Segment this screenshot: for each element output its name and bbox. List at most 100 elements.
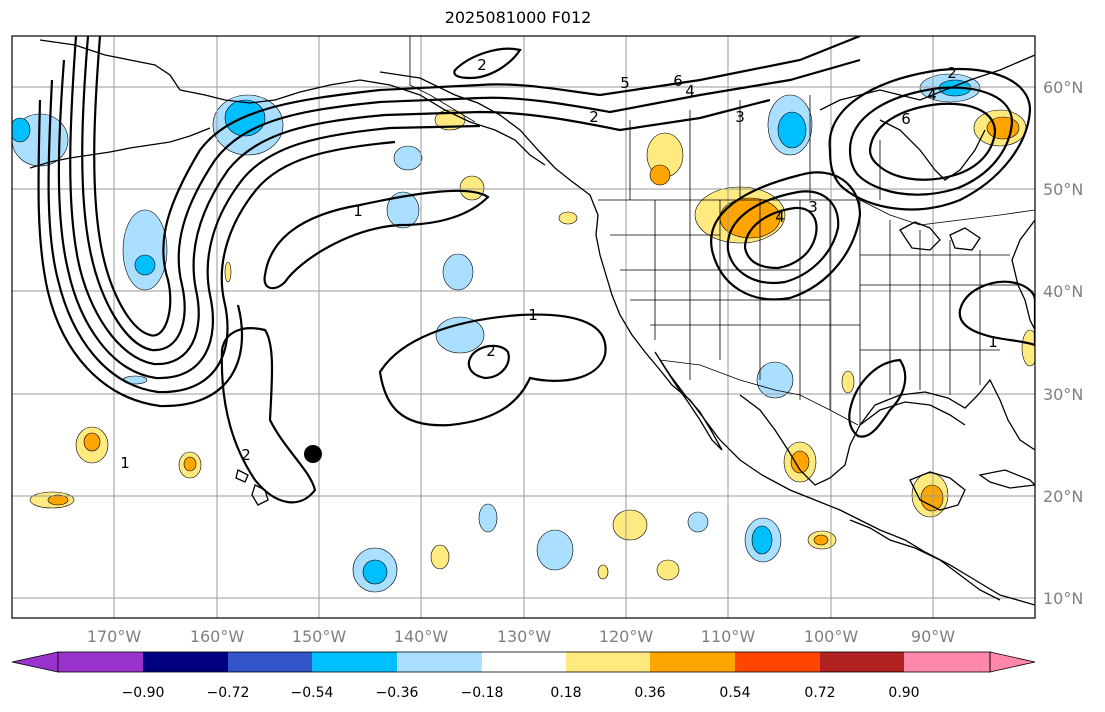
colorbar-segment — [650, 652, 735, 672]
latitude-labels: 60°N 50°N 40°N 30°N 20°N 10°N — [1043, 78, 1083, 608]
lon-label-120w: 120°W — [599, 627, 654, 646]
negative-anomaly-area — [478, 503, 498, 533]
colorbar-tick-label: 0.72 — [804, 685, 835, 701]
strong-positive-anomaly-area — [183, 456, 197, 472]
contour-label: 5 — [620, 74, 630, 92]
negative-anomaly-area — [435, 316, 485, 354]
contour-label: 2 — [589, 108, 599, 126]
contour-label: 4 — [685, 82, 695, 100]
contour-lines — [37, 36, 1035, 504]
strong-negative-anomaly-area — [777, 111, 807, 149]
contour-label: 6 — [673, 72, 683, 90]
colorbar-segment — [312, 652, 397, 672]
negative-anomaly-area — [687, 511, 709, 533]
negative-anomaly-area — [122, 209, 168, 291]
contour-label: 4 — [927, 86, 937, 104]
contour-label: 4 — [775, 208, 785, 226]
map-title: 2025081000 F012 — [444, 8, 592, 27]
negative-anomaly-area — [536, 529, 574, 571]
strong-positive-anomaly-area — [649, 164, 671, 186]
lon-label-150w: 150°W — [292, 627, 347, 646]
colorbar-tick-label: −0.18 — [461, 685, 504, 701]
colorbar-segment — [482, 652, 566, 672]
anomaly-fills — [12, 73, 1035, 593]
lat-label-20: 20°N — [1043, 487, 1083, 506]
colorbar-tick-label: 0.36 — [634, 685, 665, 701]
contour-label: 1 — [120, 454, 130, 472]
contour-label: 2 — [486, 342, 496, 360]
positive-anomaly-area — [597, 564, 609, 580]
colorbar-segment — [735, 652, 820, 672]
strong-negative-anomaly-area — [224, 99, 266, 137]
strong-negative-anomaly-area — [362, 559, 388, 585]
colorbar-tick-label: −0.72 — [207, 685, 250, 701]
gridlines — [12, 36, 1035, 618]
lat-label-30: 30°N — [1043, 385, 1083, 404]
positive-anomaly-area — [224, 261, 232, 283]
lon-label-140w: 140°W — [394, 627, 449, 646]
lon-label-100w: 100°W — [804, 627, 859, 646]
contour-label: 2 — [947, 64, 957, 82]
colorbar-segment — [820, 652, 904, 672]
colorbar-tick-label: −0.90 — [122, 685, 165, 701]
contour-label: 1 — [528, 306, 538, 324]
lat-label-50: 50°N — [1043, 180, 1083, 199]
colorbar-extend-right — [989, 651, 1036, 673]
negative-anomaly-area — [442, 253, 474, 291]
lat-label-10: 10°N — [1043, 589, 1083, 608]
political-borders — [409, 36, 1035, 426]
contour-labels: 1 1 1 2 2 2 2 3 3 4 4 6 5 6 2 4 1 — [120, 56, 998, 472]
positive-anomaly-area — [430, 544, 450, 570]
colorbar-extend-left — [11, 651, 59, 673]
strong-positive-anomaly-area — [790, 450, 810, 474]
colorbar-tick-label: 0.18 — [550, 685, 581, 701]
storm-center-dot — [304, 445, 322, 463]
longitude-labels: 170°W 160°W 150°W 140°W 130°W 120°W 110°… — [87, 627, 955, 646]
colorbar-frame — [57, 651, 991, 673]
contour-label: 3 — [735, 108, 745, 126]
strong-positive-anomaly-area — [83, 432, 101, 452]
lat-label-40: 40°N — [1043, 282, 1083, 301]
contour-label: 1 — [988, 333, 998, 351]
lon-label-90w: 90°W — [911, 627, 955, 646]
colorbar-segment — [143, 652, 228, 672]
lon-label-130w: 130°W — [497, 627, 552, 646]
colorbar-segment — [904, 652, 990, 672]
contour-label: 2 — [241, 446, 251, 464]
positive-anomaly-area — [1021, 329, 1035, 367]
contour-label: 1 — [353, 202, 363, 220]
colorbar-segment — [397, 652, 482, 672]
contour-label: 6 — [901, 110, 911, 128]
lat-label-60: 60°N — [1043, 78, 1083, 97]
map-frame — [11, 35, 1036, 619]
strong-negative-anomaly-area — [751, 525, 773, 555]
strong-negative-anomaly-area — [12, 117, 31, 143]
colorbar-tick-label: 0.90 — [888, 685, 919, 701]
positive-anomaly-area — [558, 211, 578, 225]
contour-label: 3 — [808, 198, 818, 216]
strong-positive-anomaly-area — [47, 494, 69, 506]
positive-anomaly-area — [841, 370, 855, 394]
strong-negative-anomaly-area — [134, 254, 156, 276]
strong-positive-anomaly-area — [920, 484, 944, 512]
colorbar-segment — [228, 652, 312, 672]
negative-anomaly-area — [756, 361, 794, 399]
colorbar-segment — [566, 652, 650, 672]
colorbar — [11, 651, 1036, 673]
colorbar-segment — [58, 652, 143, 672]
colorbar-tick-label: −0.36 — [376, 685, 419, 701]
negative-anomaly-area — [386, 191, 420, 229]
strong-positive-anomaly-area — [813, 534, 829, 546]
colorbar-ticks: −0.90 −0.72 −0.54 −0.36 −0.18 0.18 0.36 … — [122, 685, 920, 701]
lon-label-170w: 170°W — [87, 627, 142, 646]
lon-label-160w: 160°W — [190, 627, 245, 646]
lon-label-110w: 110°W — [701, 627, 756, 646]
colorbar-tick-label: −0.54 — [291, 685, 334, 701]
coastlines — [29, 39, 1035, 606]
negative-anomaly-area — [393, 145, 423, 171]
positive-anomaly-area — [612, 509, 648, 541]
contour-label: 2 — [477, 56, 487, 74]
positive-anomaly-area — [459, 175, 485, 201]
colorbar-tick-label: 0.54 — [719, 685, 750, 701]
